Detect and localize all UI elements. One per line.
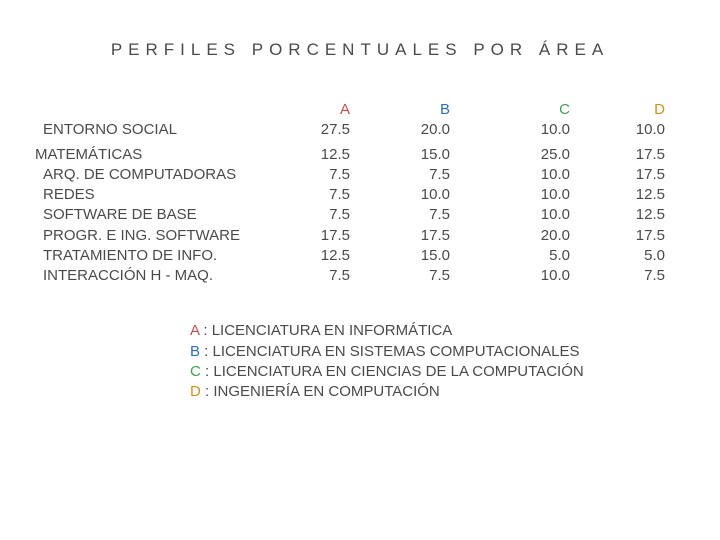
- row-label: TRATAMIENTO DE INFO.: [35, 246, 260, 266]
- cell-c: 10.0: [450, 120, 570, 140]
- cell-c: 20.0: [450, 226, 570, 246]
- cell-a: 12.5: [260, 246, 350, 266]
- cell-c: 10.0: [450, 165, 570, 185]
- cell-b: 7.5: [350, 205, 450, 225]
- cell-d: 7.5: [570, 266, 665, 286]
- row-label: PROGR. E ING. SOFTWARE: [35, 226, 260, 246]
- cell-d: 17.5: [570, 165, 665, 185]
- cell-b: 15.0: [350, 246, 450, 266]
- legend-item: A : LICENCIATURA EN INFORMÁTICA: [190, 321, 685, 341]
- row-label: INTERACCIÓN H - MAQ.: [35, 266, 260, 286]
- row-label: ARQ. DE COMPUTADORAS: [35, 165, 260, 185]
- cell-d: 10.0: [570, 120, 665, 140]
- legend-key-c: C: [190, 363, 201, 380]
- row-label: MATEMÁTICAS: [35, 145, 260, 165]
- page-title: PERFILES PORCENTUALES POR ÁREA: [35, 40, 685, 60]
- cell-d: 12.5: [570, 205, 665, 225]
- cell-b: 7.5: [350, 266, 450, 286]
- cell-a: 27.5: [260, 120, 350, 140]
- cell-a: 7.5: [260, 185, 350, 205]
- cell-d: 17.5: [570, 226, 665, 246]
- cell-c: 5.0: [450, 246, 570, 266]
- cell-c: 10.0: [450, 185, 570, 205]
- row-label: REDES: [35, 185, 260, 205]
- column-header-b: B: [350, 100, 450, 120]
- percentage-table: A B C D ENTORNO SOCIAL 27.5 20.0 10.0 10…: [35, 100, 685, 286]
- legend-key-b: B: [190, 343, 200, 360]
- cell-a: 7.5: [260, 165, 350, 185]
- cell-a: 12.5: [260, 145, 350, 165]
- cell-c: 10.0: [450, 266, 570, 286]
- cell-b: 15.0: [350, 145, 450, 165]
- cell-b: 20.0: [350, 120, 450, 140]
- cell-a: 7.5: [260, 266, 350, 286]
- cell-b: 7.5: [350, 165, 450, 185]
- cell-d: 17.5: [570, 145, 665, 165]
- legend-text: : LICENCIATURA EN CIENCIAS DE LA COMPUTA…: [201, 363, 584, 380]
- column-header-d: D: [570, 100, 665, 120]
- legend-item: B : LICENCIATURA EN SISTEMAS COMPUTACION…: [190, 342, 685, 362]
- row-label: SOFTWARE DE BASE: [35, 205, 260, 225]
- cell-d: 5.0: [570, 246, 665, 266]
- legend-item: D : INGENIERÍA EN COMPUTACIÓN: [190, 382, 685, 402]
- cell-a: 17.5: [260, 226, 350, 246]
- column-header-a: A: [260, 100, 350, 120]
- legend-text: : INGENIERÍA EN COMPUTACIÓN: [201, 383, 440, 400]
- legend-text: : LICENCIATURA EN INFORMÁTICA: [199, 322, 452, 339]
- cell-c: 25.0: [450, 145, 570, 165]
- legend-text: : LICENCIATURA EN SISTEMAS COMPUTACIONAL…: [200, 343, 580, 360]
- legend-key-d: D: [190, 383, 201, 400]
- legend-item: C : LICENCIATURA EN CIENCIAS DE LA COMPU…: [190, 362, 685, 382]
- column-header-c: C: [450, 100, 570, 120]
- cell-b: 17.5: [350, 226, 450, 246]
- cell-b: 10.0: [350, 185, 450, 205]
- row-label: ENTORNO SOCIAL: [35, 120, 260, 140]
- cell-d: 12.5: [570, 185, 665, 205]
- legend: A : LICENCIATURA EN INFORMÁTICA B : LICE…: [190, 321, 685, 402]
- cell-a: 7.5: [260, 205, 350, 225]
- cell-c: 10.0: [450, 205, 570, 225]
- page-container: PERFILES PORCENTUALES POR ÁREA A B C D E…: [0, 0, 720, 402]
- legend-key-a: A: [190, 322, 199, 339]
